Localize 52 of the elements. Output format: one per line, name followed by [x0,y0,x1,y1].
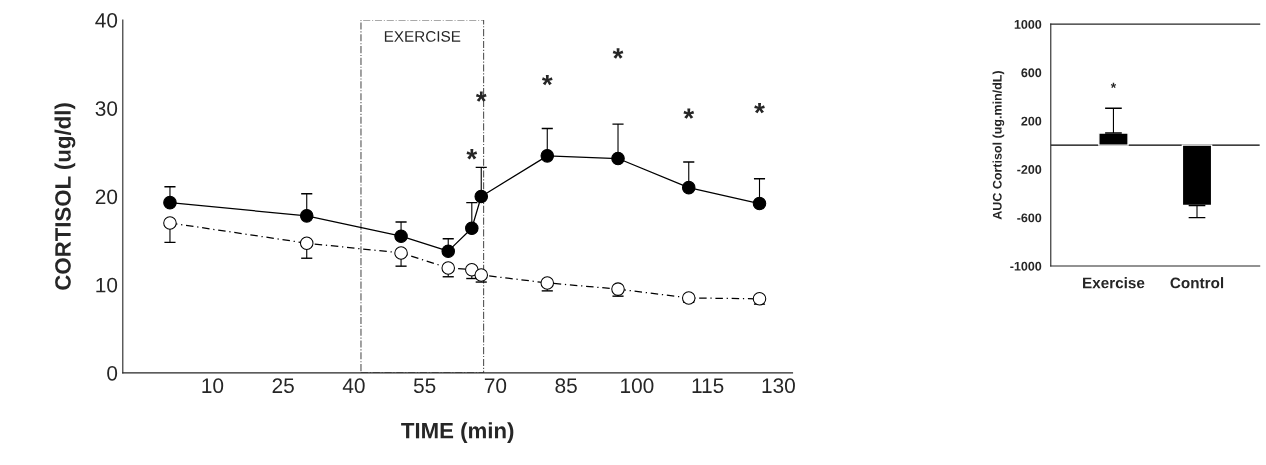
annotation: * [754,103,765,114]
x-tick-label: Exercise [1083,277,1145,289]
point [611,282,625,296]
y-tick-label: 600 [1021,68,1042,78]
point [394,246,408,260]
point [540,149,555,163]
point [465,221,479,235]
annotation: * [612,48,624,59]
y-tick-label: 40 [95,13,118,28]
x-tick-label: 55 [413,378,436,394]
point [474,189,489,204]
x-tick-label: 40 [342,378,365,394]
y-tick-label: -1000 [1010,261,1042,271]
point [299,209,314,223]
x-tick-label: 70 [484,378,507,394]
y-axis-title: AUC Cortisol (ug.min/dL) [992,71,1005,220]
point [611,151,625,166]
y-tick-label: 200 [1021,116,1042,126]
point [163,216,177,230]
point [441,244,455,258]
y-tick-label: 20 [95,189,118,205]
point [540,276,555,290]
annotation: * [541,74,553,86]
y-tick-label: 1000 [1014,19,1042,29]
annotation: * [475,91,487,102]
annotation: * [683,108,695,119]
annotation: * [1110,82,1117,88]
point [474,268,489,282]
x-tick-label: 85 [555,378,577,394]
x-tick-label: 25 [272,378,294,394]
x-tick-label: 115 [692,378,724,394]
point [465,262,479,277]
y-axis-title: CORTISOL (ug/dl) [54,103,76,290]
point [394,229,408,243]
x-tick-label: 130 [762,378,795,394]
point [752,292,767,306]
point [681,180,696,195]
band-label: EXERCISE [384,30,461,42]
point [441,261,455,275]
point [681,291,696,305]
y-tick-label: -600 [1017,213,1042,223]
y-tick-label: -200 [1017,165,1042,174]
y-tick-label: 30 [95,101,118,116]
annotation: * [466,149,478,160]
x-tick-label: 10 [202,378,224,394]
x-tick-label: Control [1170,277,1224,289]
point [163,195,177,210]
point [752,196,767,211]
x-tick-label: 100 [621,378,654,394]
point [299,236,314,250]
y-tick-label: 0 [107,365,118,381]
x-axis-title: TIME (min) [401,422,514,443]
